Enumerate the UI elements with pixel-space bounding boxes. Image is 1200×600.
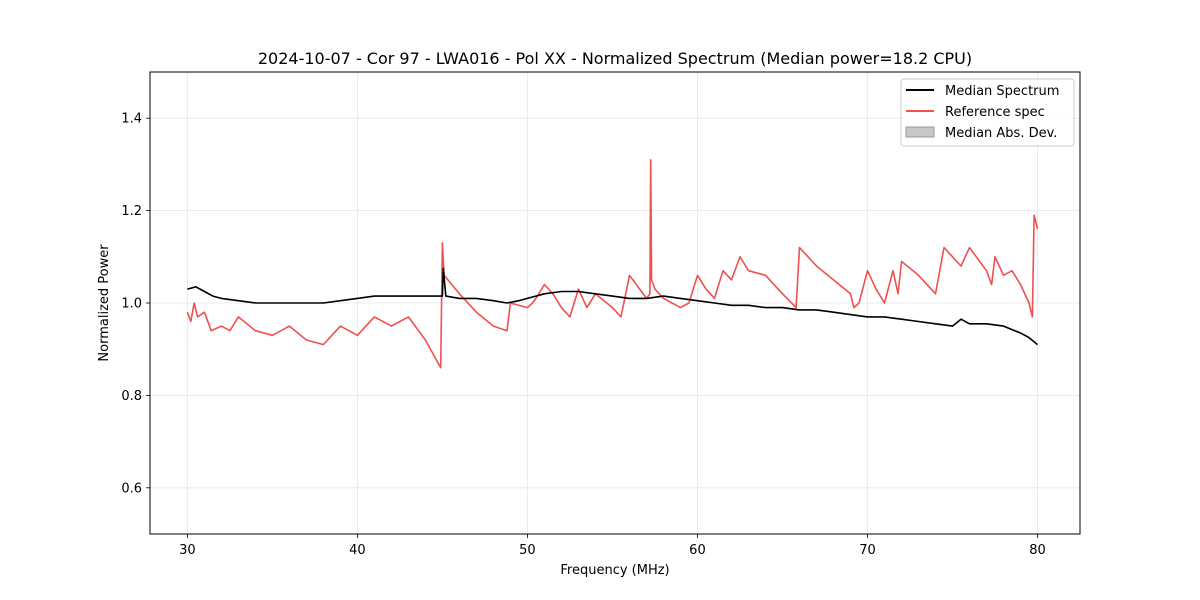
x-tick-label: 50 — [519, 543, 536, 558]
legend: Median Spectrum Reference spec Median Ab… — [900, 78, 1075, 147]
y-tick-label: 0.6 — [121, 481, 142, 496]
y-tick-label: 1.0 — [121, 297, 142, 312]
y-tick-label: 1.2 — [121, 204, 142, 219]
x-tick-label: 30 — [179, 543, 196, 558]
y-tick-label: 1.4 — [121, 112, 142, 127]
x-tick-label: 70 — [859, 543, 876, 558]
x-tick-label: 60 — [689, 543, 706, 558]
series-layer — [186, 159, 1039, 369]
legend-label-median: Median Spectrum — [945, 84, 1059, 99]
axis-ticks: 30 40 50 60 70 80 0.6 0.8 1.0 1.2 1.4 — [121, 112, 1045, 558]
chart-title: 2024-10-07 - Cor 97 - LWA016 - Pol XX - … — [258, 49, 972, 68]
legend-box — [900, 78, 1075, 147]
legend-mad-swatch — [905, 126, 935, 138]
x-axis-title: Frequency (MHz) — [560, 563, 669, 578]
median-spectrum-line — [187, 267, 1039, 346]
x-tick-label: 80 — [1029, 543, 1046, 558]
legend-label-mad: Median Abs. Dev. — [945, 126, 1057, 141]
grid — [150, 72, 1080, 534]
reference-spectrum-line — [186, 159, 1039, 369]
legend-label-reference: Reference spec — [945, 105, 1045, 120]
x-tick-label: 40 — [349, 543, 366, 558]
y-axis-title: Normalized Power — [97, 244, 112, 362]
y-tick-label: 0.8 — [121, 389, 142, 404]
